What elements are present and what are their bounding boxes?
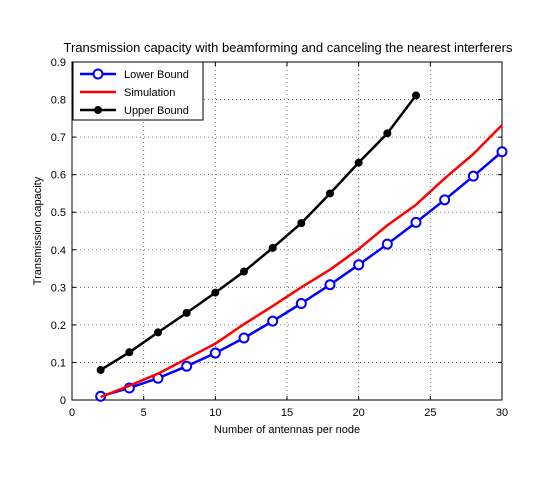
x-tick-label: 25 bbox=[424, 407, 436, 419]
data-point bbox=[383, 129, 392, 138]
y-tick-label: 0.7 bbox=[51, 132, 66, 144]
data-point bbox=[211, 288, 220, 297]
x-tick-label: 10 bbox=[209, 407, 221, 419]
series-group bbox=[95, 91, 508, 402]
x-tick-label: 20 bbox=[353, 407, 365, 419]
y-tick-label: 0.8 bbox=[51, 95, 66, 107]
y-tick-label: 0.6 bbox=[51, 170, 66, 182]
data-point bbox=[353, 259, 365, 271]
series-upper-bound bbox=[96, 91, 420, 374]
data-point bbox=[240, 267, 248, 276]
data-point bbox=[496, 146, 508, 158]
x-tick-label: 30 bbox=[496, 407, 508, 419]
x-tick-label: 5 bbox=[141, 407, 147, 419]
y-tick-label: 0.9 bbox=[51, 57, 66, 69]
data-point bbox=[238, 332, 250, 344]
data-point bbox=[410, 216, 422, 228]
data-point bbox=[154, 328, 162, 337]
y-tick-label: 0.2 bbox=[51, 320, 66, 332]
y-tick-label: 0.4 bbox=[51, 245, 66, 257]
data-point bbox=[324, 279, 336, 291]
legend-swatch-marker bbox=[92, 68, 104, 80]
data-point bbox=[209, 347, 221, 359]
legend-entry: Simulation bbox=[80, 87, 175, 99]
legend-entry: Upper Bound bbox=[80, 105, 189, 117]
legend: Lower Bound Simulation Upper Bound bbox=[72, 61, 204, 121]
x-tick-label: 15 bbox=[281, 407, 293, 419]
data-point bbox=[267, 315, 279, 327]
data-point bbox=[125, 348, 134, 357]
data-point bbox=[96, 365, 105, 374]
y-axis-label: Transmission capacity bbox=[32, 176, 44, 285]
data-point bbox=[354, 158, 363, 167]
data-point bbox=[295, 297, 307, 309]
data-point bbox=[439, 194, 451, 206]
x-tick-label: 0 bbox=[69, 407, 75, 419]
data-point bbox=[297, 219, 306, 228]
data-point bbox=[412, 91, 420, 100]
y-tick-label: 0.5 bbox=[51, 207, 66, 219]
series-line bbox=[100, 94, 417, 372]
data-point bbox=[381, 238, 393, 250]
y-tick-label: 0.3 bbox=[51, 282, 66, 294]
y-tick-label: 0.1 bbox=[51, 357, 66, 369]
series-line bbox=[100, 124, 503, 399]
legend-label: Upper Bound bbox=[124, 105, 189, 117]
legend-swatch-marker bbox=[94, 106, 102, 114]
series-simulation bbox=[100, 124, 503, 399]
legend-label: Lower Bound bbox=[124, 69, 189, 81]
data-point bbox=[182, 308, 191, 317]
data-point bbox=[467, 170, 479, 182]
data-point bbox=[326, 189, 334, 198]
data-point bbox=[268, 243, 277, 252]
legend-items: Lower Bound Simulation Upper Bound bbox=[80, 68, 189, 117]
chart-title: Transmission capacity with beamforming a… bbox=[64, 40, 513, 55]
x-axis-label: Number of antennas per node bbox=[214, 424, 360, 436]
data-point bbox=[181, 360, 193, 372]
series-lower-bound bbox=[95, 146, 508, 402]
y-tick-label: 0 bbox=[60, 395, 66, 407]
legend-entry: Lower Bound bbox=[80, 68, 189, 81]
axis-ticks: 0 5 10 15 20 25 30 0 0.1 0.2 0.3 0.4 0.5 0.6 0.7 0.8 0.9 bbox=[51, 57, 508, 419]
legend-label: Simulation bbox=[124, 87, 175, 99]
